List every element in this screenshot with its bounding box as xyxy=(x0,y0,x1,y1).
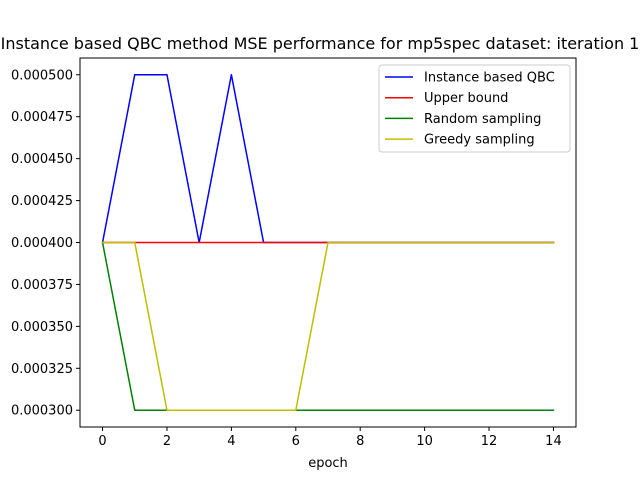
y-axis: 0.000300 0.000325 0.000350 0.000375 0.000400… xyxy=(11,68,80,419)
y-tick-label: 0.000400 xyxy=(11,236,73,251)
chart-title: Instance based QBC method MSE performanc… xyxy=(1,34,640,53)
y-tick-label: 0.000325 xyxy=(11,362,73,377)
y-tick-label: 0.000300 xyxy=(11,404,73,419)
legend-entries: Instance based QBC Upper bound Random samp… xyxy=(385,71,555,148)
y-tick-label: 0.000350 xyxy=(11,320,73,335)
series-line-random-sampling xyxy=(101,241,555,411)
legend-label-instance-based-qbc: Instance based QBC xyxy=(424,71,555,86)
series-line-greedy-sampling xyxy=(101,241,555,411)
legend: Instance based QBC Upper bound Random samp… xyxy=(378,64,571,153)
legend-label-greedy-sampling: Greedy sampling xyxy=(424,133,535,148)
x-tick-label: 10 xyxy=(416,434,433,449)
x-axis-label: epoch xyxy=(308,456,348,471)
y-tick-label: 0.000450 xyxy=(11,152,73,167)
x-axis: 0 2 4 6 8 10 12 14 xyxy=(98,427,562,449)
x-tick-label: 0 xyxy=(98,434,106,449)
x-tick-label: 8 xyxy=(356,434,364,449)
series-layer xyxy=(101,74,555,411)
x-tick-label: 2 xyxy=(163,434,171,449)
x-tick-label: 4 xyxy=(227,434,235,449)
y-tick-label: 0.000375 xyxy=(11,278,73,293)
legend-box xyxy=(378,64,571,153)
legend-label-random-sampling: Random sampling xyxy=(424,112,541,127)
y-tick-label: 0.000500 xyxy=(11,68,73,83)
y-tick-label: 0.000425 xyxy=(11,194,73,209)
x-tick-label: 6 xyxy=(292,434,300,449)
legend-label-upper-bound: Upper bound xyxy=(424,91,508,106)
y-tick-label: 0.000475 xyxy=(11,110,73,125)
x-tick-label: 14 xyxy=(545,434,562,449)
x-tick-label: 12 xyxy=(481,434,498,449)
